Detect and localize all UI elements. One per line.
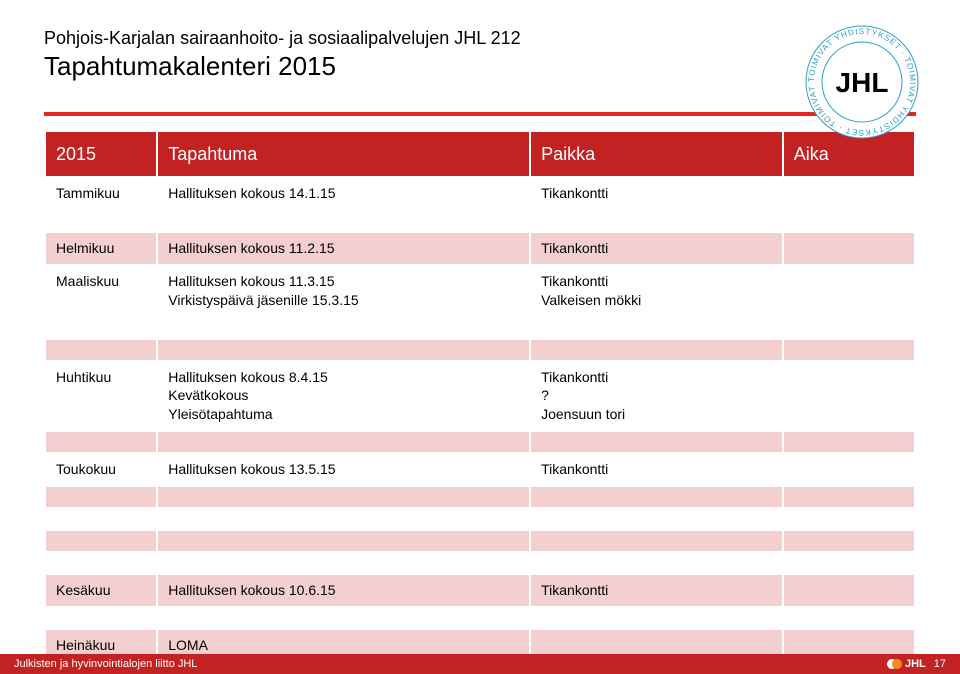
cell-place: Tikankontti — [531, 233, 782, 264]
cell-event: Hallituksen kokous 10.6.15 — [158, 575, 529, 606]
footer-text: Julkisten ja hyvinvointialojen liitto JH… — [14, 658, 887, 670]
cell-month: Tammikuu — [46, 178, 156, 209]
cell-event — [158, 487, 529, 507]
cell-place — [531, 608, 782, 628]
cell-event — [158, 509, 529, 529]
footer-logo-text: JHL — [905, 658, 926, 670]
cell-place — [531, 211, 782, 231]
table-row: TammikuuHallituksen kokous 14.1.15Tikank… — [46, 178, 914, 209]
cell-time — [784, 362, 914, 431]
cell-time — [784, 318, 914, 338]
cell-month: Huhtikuu — [46, 362, 156, 431]
cell-time — [784, 266, 914, 316]
col-place: Paikka — [531, 132, 782, 176]
table-row: ToukokuuHallituksen kokous 13.5.15Tikank… — [46, 454, 914, 485]
table-row: HuhtikuuHallituksen kokous 8.4.15Kevätko… — [46, 362, 914, 431]
cell-event — [158, 340, 529, 360]
cell-place — [531, 432, 782, 452]
footer-dot-icon — [887, 659, 897, 669]
cell-month: Kesäkuu — [46, 575, 156, 606]
page-number: 17 — [934, 658, 946, 670]
table-row: HelmikuuHallituksen kokous 11.2.15Tikank… — [46, 233, 914, 264]
cell-month: Toukokuu — [46, 454, 156, 485]
cell-event: Hallituksen kokous 13.5.15 — [158, 454, 529, 485]
cell-event: Hallituksen kokous 11.3.15Virkistyspäivä… — [158, 266, 529, 316]
cell-month: Helmikuu — [46, 233, 156, 264]
cell-month: Maaliskuu — [46, 266, 156, 316]
table-row — [46, 211, 914, 231]
cell-time — [784, 553, 914, 573]
cell-time — [784, 531, 914, 551]
cell-place: Tikankontti — [531, 178, 782, 209]
cell-place: Tikankontti — [531, 454, 782, 485]
header-subtitle: Pohjois-Karjalan sairaanhoito- ja sosiaa… — [44, 28, 916, 49]
table-header-row: 2015 Tapahtuma Paikka Aika — [46, 132, 914, 176]
col-event: Tapahtuma — [158, 132, 529, 176]
cell-month — [46, 318, 156, 338]
cell-time — [784, 432, 914, 452]
cell-event — [158, 211, 529, 231]
table-row — [46, 553, 914, 573]
logo-main-text: JHL — [836, 67, 889, 98]
cell-month — [46, 340, 156, 360]
table-row — [46, 340, 914, 360]
cell-time — [784, 608, 914, 628]
cell-time — [784, 575, 914, 606]
cell-event: Hallituksen kokous 8.4.15KevätkokousYlei… — [158, 362, 529, 431]
table-row — [46, 487, 914, 507]
header-title: Tapahtumakalenteri 2015 — [44, 51, 916, 82]
cell-month — [46, 531, 156, 551]
cell-event — [158, 608, 529, 628]
cell-place — [531, 553, 782, 573]
cell-month — [46, 487, 156, 507]
cell-place — [531, 531, 782, 551]
cell-event — [158, 553, 529, 573]
cell-time — [784, 233, 914, 264]
cell-event: Hallituksen kokous 14.1.15 — [158, 178, 529, 209]
cell-event: Hallituksen kokous 11.2.15 — [158, 233, 529, 264]
cell-place — [531, 487, 782, 507]
col-year: 2015 — [46, 132, 156, 176]
cell-event — [158, 432, 529, 452]
cell-month — [46, 608, 156, 628]
cell-time — [784, 509, 914, 529]
header-underline — [44, 112, 916, 116]
cell-month — [46, 509, 156, 529]
cell-place — [531, 509, 782, 529]
cell-place — [531, 318, 782, 338]
cell-event — [158, 531, 529, 551]
cell-month — [46, 553, 156, 573]
calendar-table: 2015 Tapahtuma Paikka Aika TammikuuHalli… — [44, 130, 916, 663]
cell-place: Tikankontti — [531, 575, 782, 606]
cell-time — [784, 454, 914, 485]
cell-place — [531, 340, 782, 360]
table-row — [46, 509, 914, 529]
cell-place: Tikankontti?Joensuun tori — [531, 362, 782, 431]
table-row — [46, 318, 914, 338]
cell-time — [784, 487, 914, 507]
cell-month — [46, 211, 156, 231]
table-row — [46, 608, 914, 628]
table-row — [46, 531, 914, 551]
table-row: MaaliskuuHallituksen kokous 11.3.15Virki… — [46, 266, 914, 316]
cell-time — [784, 211, 914, 231]
cell-event — [158, 318, 529, 338]
cell-time — [784, 178, 914, 209]
header: Pohjois-Karjalan sairaanhoito- ja sosiaa… — [44, 28, 916, 116]
footer: Julkisten ja hyvinvointialojen liitto JH… — [0, 654, 960, 674]
cell-time — [784, 340, 914, 360]
cell-place: TikankonttiValkeisen mökki — [531, 266, 782, 316]
table-row — [46, 432, 914, 452]
cell-month — [46, 432, 156, 452]
table-row: KesäkuuHallituksen kokous 10.6.15Tikanko… — [46, 575, 914, 606]
jhl-logo: TOIMIVAT YHDISTYKSET · TOIMIVAT YHDISTYK… — [802, 22, 922, 142]
